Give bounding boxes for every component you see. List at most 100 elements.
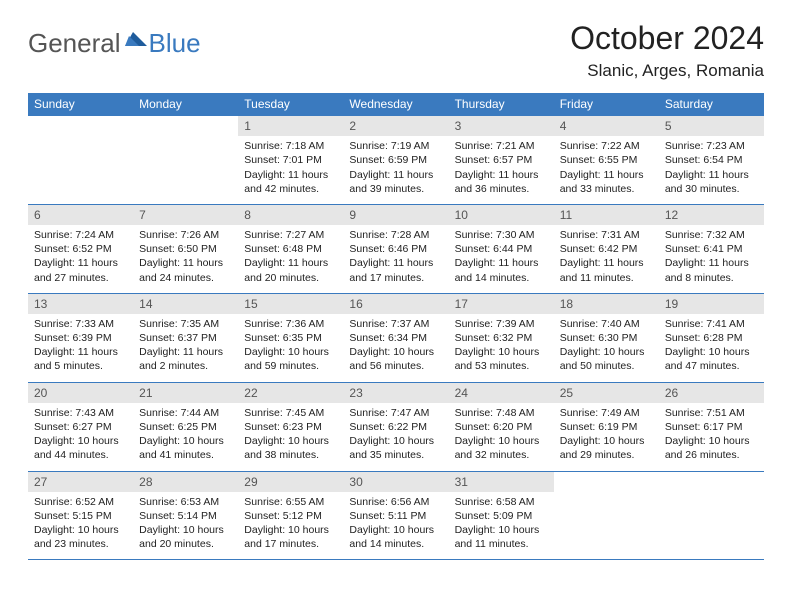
calendar-row: 27Sunrise: 6:52 AMSunset: 5:15 PMDayligh… bbox=[28, 471, 764, 560]
day-cell: 7Sunrise: 7:26 AMSunset: 6:50 PMDaylight… bbox=[133, 204, 238, 293]
day-number: 9 bbox=[343, 205, 448, 225]
sunset: Sunset: 6:52 PM bbox=[34, 242, 127, 256]
day-cell: 21Sunrise: 7:44 AMSunset: 6:25 PMDayligh… bbox=[133, 382, 238, 471]
day-cell: 16Sunrise: 7:37 AMSunset: 6:34 PMDayligh… bbox=[343, 293, 448, 382]
sunrise: Sunrise: 6:55 AM bbox=[244, 495, 337, 509]
day-cell: 5Sunrise: 7:23 AMSunset: 6:54 PMDaylight… bbox=[659, 116, 764, 205]
day-content: Sunrise: 7:43 AMSunset: 6:27 PMDaylight:… bbox=[28, 403, 133, 471]
day-number: 27 bbox=[28, 472, 133, 492]
sunset: Sunset: 6:28 PM bbox=[665, 331, 758, 345]
day-content: Sunrise: 7:24 AMSunset: 6:52 PMDaylight:… bbox=[28, 225, 133, 293]
day-number: 14 bbox=[133, 294, 238, 314]
sunset: Sunset: 6:50 PM bbox=[139, 242, 232, 256]
day-cell: 25Sunrise: 7:49 AMSunset: 6:19 PMDayligh… bbox=[554, 382, 659, 471]
weekday-thursday: Thursday bbox=[449, 93, 554, 116]
daylight: Daylight: 10 hours and 56 minutes. bbox=[349, 345, 442, 373]
day-content: Sunrise: 7:37 AMSunset: 6:34 PMDaylight:… bbox=[343, 314, 448, 382]
sunset: Sunset: 7:01 PM bbox=[244, 153, 337, 167]
daylight: Daylight: 11 hours and 17 minutes. bbox=[349, 256, 442, 284]
day-cell: 4Sunrise: 7:22 AMSunset: 6:55 PMDaylight… bbox=[554, 116, 659, 205]
day-cell: 11Sunrise: 7:31 AMSunset: 6:42 PMDayligh… bbox=[554, 204, 659, 293]
sunset: Sunset: 6:59 PM bbox=[349, 153, 442, 167]
day-content: Sunrise: 7:49 AMSunset: 6:19 PMDaylight:… bbox=[554, 403, 659, 471]
sunset: Sunset: 6:55 PM bbox=[560, 153, 653, 167]
day-content: Sunrise: 7:45 AMSunset: 6:23 PMDaylight:… bbox=[238, 403, 343, 471]
day-number: 28 bbox=[133, 472, 238, 492]
sunrise: Sunrise: 7:51 AM bbox=[665, 406, 758, 420]
sunset: Sunset: 6:25 PM bbox=[139, 420, 232, 434]
sunset: Sunset: 6:23 PM bbox=[244, 420, 337, 434]
day-cell: 18Sunrise: 7:40 AMSunset: 6:30 PMDayligh… bbox=[554, 293, 659, 382]
daylight: Daylight: 11 hours and 33 minutes. bbox=[560, 168, 653, 196]
day-content: Sunrise: 7:39 AMSunset: 6:32 PMDaylight:… bbox=[449, 314, 554, 382]
day-cell: 13Sunrise: 7:33 AMSunset: 6:39 PMDayligh… bbox=[28, 293, 133, 382]
calendar-row: 20Sunrise: 7:43 AMSunset: 6:27 PMDayligh… bbox=[28, 382, 764, 471]
daylight: Daylight: 10 hours and 14 minutes. bbox=[349, 523, 442, 551]
day-cell: 28Sunrise: 6:53 AMSunset: 5:14 PMDayligh… bbox=[133, 471, 238, 560]
sunrise: Sunrise: 7:31 AM bbox=[560, 228, 653, 242]
weekday-tuesday: Tuesday bbox=[238, 93, 343, 116]
sunrise: Sunrise: 7:48 AM bbox=[455, 406, 548, 420]
empty-cell bbox=[659, 471, 764, 560]
weekday-sunday: Sunday bbox=[28, 93, 133, 116]
day-number: 10 bbox=[449, 205, 554, 225]
day-number: 19 bbox=[659, 294, 764, 314]
day-cell: 12Sunrise: 7:32 AMSunset: 6:41 PMDayligh… bbox=[659, 204, 764, 293]
sunrise: Sunrise: 7:43 AM bbox=[34, 406, 127, 420]
day-content: Sunrise: 7:23 AMSunset: 6:54 PMDaylight:… bbox=[659, 136, 764, 204]
day-number: 21 bbox=[133, 383, 238, 403]
sunrise: Sunrise: 6:56 AM bbox=[349, 495, 442, 509]
sunset: Sunset: 6:27 PM bbox=[34, 420, 127, 434]
day-cell: 1Sunrise: 7:18 AMSunset: 7:01 PMDaylight… bbox=[238, 116, 343, 205]
day-number: 5 bbox=[659, 116, 764, 136]
daylight: Daylight: 11 hours and 24 minutes. bbox=[139, 256, 232, 284]
sunset: Sunset: 6:46 PM bbox=[349, 242, 442, 256]
day-number: 31 bbox=[449, 472, 554, 492]
day-cell: 8Sunrise: 7:27 AMSunset: 6:48 PMDaylight… bbox=[238, 204, 343, 293]
daylight: Daylight: 10 hours and 38 minutes. bbox=[244, 434, 337, 462]
sunrise: Sunrise: 7:19 AM bbox=[349, 139, 442, 153]
day-number: 4 bbox=[554, 116, 659, 136]
sunrise: Sunrise: 6:52 AM bbox=[34, 495, 127, 509]
sunrise: Sunrise: 7:28 AM bbox=[349, 228, 442, 242]
day-content: Sunrise: 7:18 AMSunset: 7:01 PMDaylight:… bbox=[238, 136, 343, 204]
day-cell: 3Sunrise: 7:21 AMSunset: 6:57 PMDaylight… bbox=[449, 116, 554, 205]
daylight: Daylight: 10 hours and 41 minutes. bbox=[139, 434, 232, 462]
sunrise: Sunrise: 7:23 AM bbox=[665, 139, 758, 153]
sunset: Sunset: 6:17 PM bbox=[665, 420, 758, 434]
sunset: Sunset: 6:41 PM bbox=[665, 242, 758, 256]
day-cell: 17Sunrise: 7:39 AMSunset: 6:32 PMDayligh… bbox=[449, 293, 554, 382]
day-number: 26 bbox=[659, 383, 764, 403]
day-number: 25 bbox=[554, 383, 659, 403]
weekday-friday: Friday bbox=[554, 93, 659, 116]
daylight: Daylight: 11 hours and 8 minutes. bbox=[665, 256, 758, 284]
sunrise: Sunrise: 7:32 AM bbox=[665, 228, 758, 242]
calendar-body: 1Sunrise: 7:18 AMSunset: 7:01 PMDaylight… bbox=[28, 116, 764, 560]
daylight: Daylight: 11 hours and 36 minutes. bbox=[455, 168, 548, 196]
sunrise: Sunrise: 7:30 AM bbox=[455, 228, 548, 242]
day-cell: 6Sunrise: 7:24 AMSunset: 6:52 PMDaylight… bbox=[28, 204, 133, 293]
logo-general: General bbox=[28, 28, 121, 59]
daylight: Daylight: 11 hours and 30 minutes. bbox=[665, 168, 758, 196]
day-number: 30 bbox=[343, 472, 448, 492]
daylight: Daylight: 10 hours and 26 minutes. bbox=[665, 434, 758, 462]
day-content: Sunrise: 7:51 AMSunset: 6:17 PMDaylight:… bbox=[659, 403, 764, 471]
weekday-saturday: Saturday bbox=[659, 93, 764, 116]
logo: General Blue bbox=[28, 28, 201, 59]
day-content: Sunrise: 7:48 AMSunset: 6:20 PMDaylight:… bbox=[449, 403, 554, 471]
day-number: 13 bbox=[28, 294, 133, 314]
sunrise: Sunrise: 7:26 AM bbox=[139, 228, 232, 242]
daylight: Daylight: 11 hours and 20 minutes. bbox=[244, 256, 337, 284]
empty-cell bbox=[133, 116, 238, 205]
daylight: Daylight: 10 hours and 53 minutes. bbox=[455, 345, 548, 373]
sunset: Sunset: 6:34 PM bbox=[349, 331, 442, 345]
weekday-wednesday: Wednesday bbox=[343, 93, 448, 116]
daylight: Daylight: 11 hours and 27 minutes. bbox=[34, 256, 127, 284]
daylight: Daylight: 10 hours and 47 minutes. bbox=[665, 345, 758, 373]
day-content: Sunrise: 7:35 AMSunset: 6:37 PMDaylight:… bbox=[133, 314, 238, 382]
day-cell: 19Sunrise: 7:41 AMSunset: 6:28 PMDayligh… bbox=[659, 293, 764, 382]
sunset: Sunset: 6:39 PM bbox=[34, 331, 127, 345]
daylight: Daylight: 10 hours and 11 minutes. bbox=[455, 523, 548, 551]
sunset: Sunset: 5:12 PM bbox=[244, 509, 337, 523]
daylight: Daylight: 10 hours and 59 minutes. bbox=[244, 345, 337, 373]
